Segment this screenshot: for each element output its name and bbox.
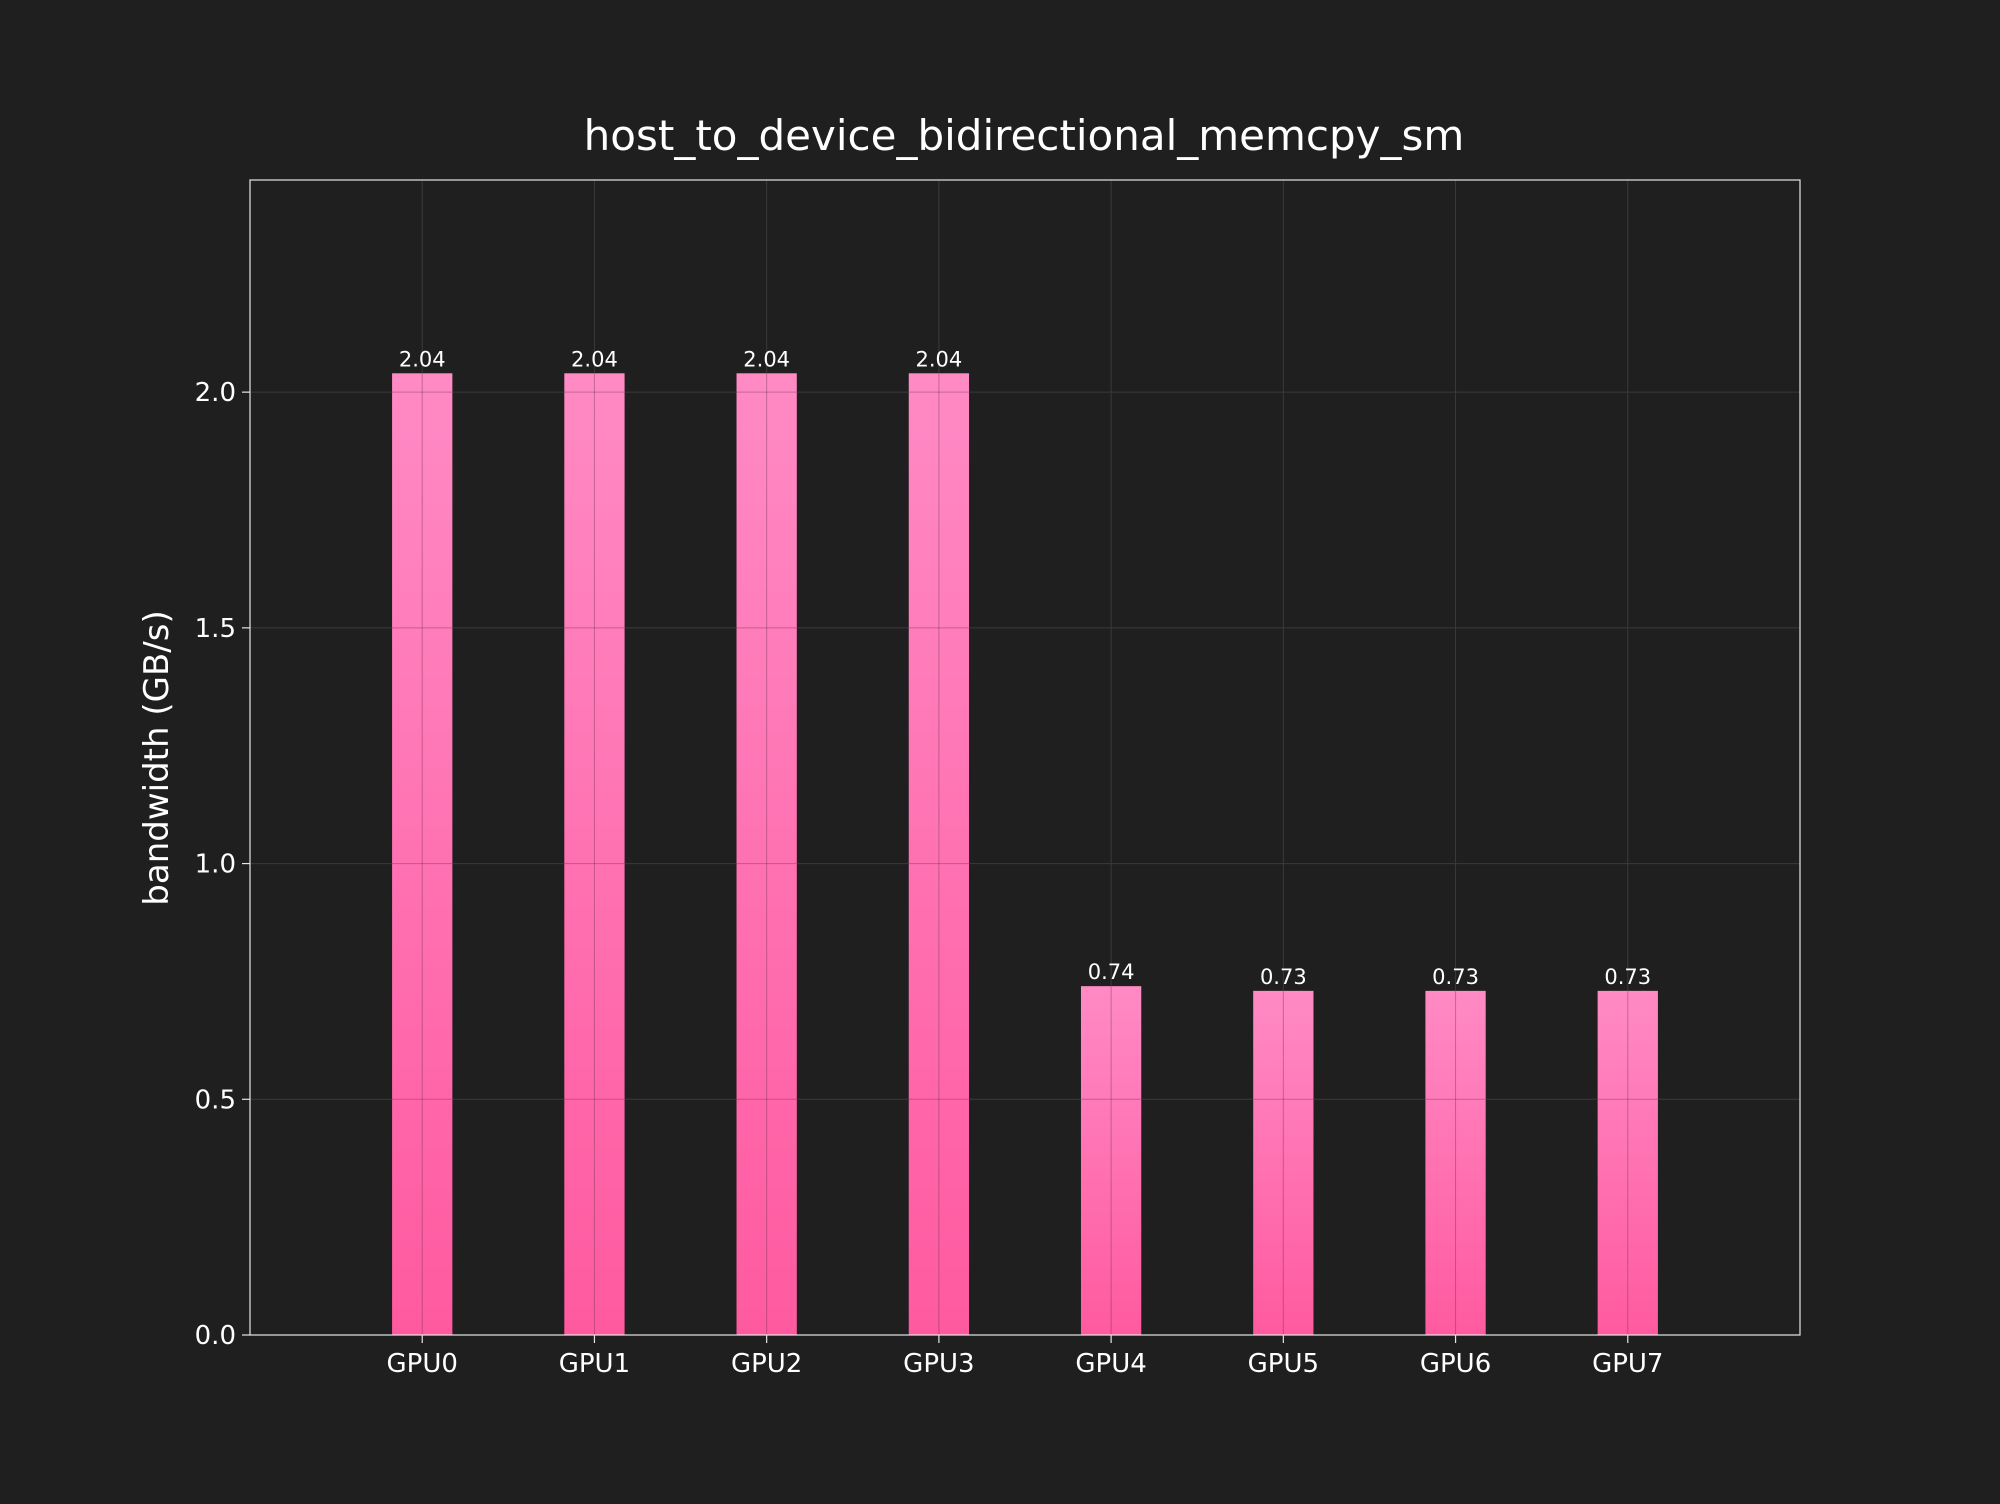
value-label: 0.73 xyxy=(1432,965,1479,989)
x-tick-label: GPU0 xyxy=(387,1349,458,1379)
y-axis-label: bandwidth (GB/s) xyxy=(137,610,177,905)
y-tick-label: 2.0 xyxy=(195,378,236,408)
value-label: 0.74 xyxy=(1088,960,1135,984)
bar-gpu7 xyxy=(1597,990,1658,1335)
value-label: 0.73 xyxy=(1260,965,1307,989)
bar-gpu0 xyxy=(392,373,453,1335)
y-tick-label: 1.0 xyxy=(195,850,236,880)
value-labels: 2.04 2.04 2.04 2.04 0.74 0.73 0.73 0.73 xyxy=(399,347,1651,989)
value-label: 2.04 xyxy=(399,347,446,371)
x-tick-label: GPU4 xyxy=(1075,1349,1146,1379)
x-tick-label: GPU2 xyxy=(731,1349,802,1379)
y-tick-label: 1.5 xyxy=(195,614,236,644)
x-tick-label: GPU1 xyxy=(559,1349,630,1379)
bar-gpu4 xyxy=(1080,986,1142,1335)
bar-gpu1 xyxy=(564,373,625,1335)
value-label: 0.73 xyxy=(1604,965,1651,989)
bars xyxy=(392,373,1658,1335)
bar-gpu3 xyxy=(908,373,970,1335)
plot-frame xyxy=(249,179,1801,1336)
x-tick-label: GPU3 xyxy=(903,1349,974,1379)
x-tick-label: GPU7 xyxy=(1592,1349,1663,1379)
y-tick-label: 0.5 xyxy=(195,1085,236,1115)
bar-gpu5 xyxy=(1253,990,1314,1335)
bar-gpu2 xyxy=(736,373,797,1335)
y-tick-label: 0.0 xyxy=(195,1321,236,1351)
value-label: 2.04 xyxy=(743,347,790,371)
chart-title: host_to_device_bidirectional_memcpy_sm xyxy=(584,111,1465,160)
x-tick-label: GPU6 xyxy=(1420,1349,1491,1379)
bar-gpu6 xyxy=(1425,990,1486,1335)
x-tick-label: GPU5 xyxy=(1248,1349,1319,1379)
value-label: 2.04 xyxy=(916,347,963,371)
value-label: 2.04 xyxy=(571,347,618,371)
y-axis-ticks: 0.0 0.5 1.0 1.5 2.0 xyxy=(195,378,250,1351)
x-axis-ticks: GPU0 GPU1 GPU2 GPU3 GPU4 GPU5 GPU6 GPU7 xyxy=(387,1335,1663,1379)
grid-lines xyxy=(250,180,1800,1336)
